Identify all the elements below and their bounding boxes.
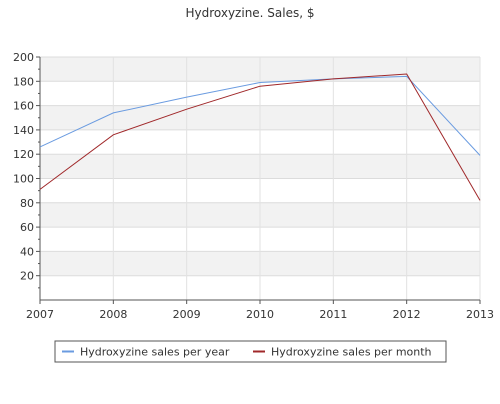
y-tick-label: 140 [13,124,34,137]
x-tick-label: 2011 [319,308,347,321]
x-axis: 2007 2008 2009 2010 2011 2012 2013 [26,300,494,321]
y-tick-label: 80 [20,197,34,210]
x-tick-label: 2009 [173,308,201,321]
legend: Hydroxyzine sales per year Hydroxyzine sa… [54,340,447,363]
y-axis: 20 40 60 80 100 120 140 160 180 200 [13,51,40,289]
legend-label-1: Hydroxyzine sales per year [80,346,230,359]
y-tick-label: 100 [13,173,34,186]
y-tick-label: 160 [13,100,34,113]
y-tick-label: 60 [20,221,34,234]
x-tick-label: 2008 [99,308,127,321]
x-tick-label: 2007 [26,308,54,321]
legend-label-2: Hydroxyzine sales per month [271,346,432,359]
y-tick-label: 20 [20,270,34,283]
x-tick-label: 2012 [393,308,421,321]
chart-title: Hydroxyzine. Sales, $ [185,6,314,20]
x-tick-label: 2013 [466,308,494,321]
series-line-2 [39,73,481,201]
grid-lines [39,56,481,300]
legend-box [54,340,447,363]
y-tick-label: 180 [13,75,34,88]
x-tick-label: 2010 [246,308,274,321]
y-tick-label: 200 [13,51,34,64]
y-tick-label: 40 [20,245,34,258]
y-tick-label: 120 [13,148,34,161]
series-lines [39,73,481,201]
series-line-1 [39,75,481,156]
